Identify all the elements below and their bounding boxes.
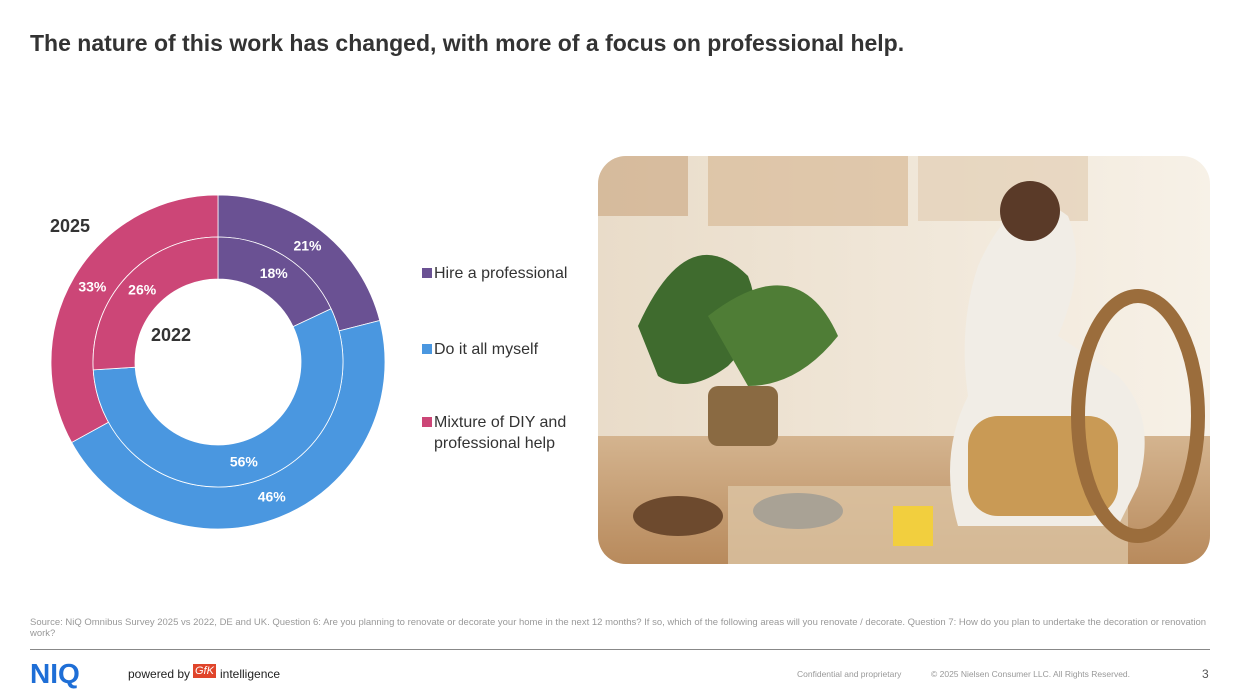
photo	[598, 156, 1210, 564]
logo: NIQ	[30, 658, 80, 689]
data-label: 33%	[78, 278, 107, 294]
legend-item: Hire a professional	[422, 263, 582, 284]
copyright: © 2025 Nielsen Consumer LLC. All Rights …	[931, 669, 1131, 679]
legend-item: Do it all myself	[422, 339, 582, 360]
legend-label: Mixture of DIY and professional help	[434, 414, 567, 452]
legend-swatch	[422, 268, 432, 278]
source-note: Source: NiQ Omnibus Survey 2025 vs 2022,…	[30, 617, 1207, 639]
data-label: 26%	[128, 282, 157, 298]
divider	[30, 649, 1210, 650]
legend-swatch	[422, 344, 432, 354]
donut-segment	[92, 308, 344, 488]
data-label: 56%	[230, 453, 259, 469]
legend-label: Hire a professional	[434, 265, 568, 282]
ring-label: 2022	[151, 325, 191, 345]
legend-swatch	[422, 417, 432, 427]
data-label: 18%	[260, 265, 289, 281]
powered-by: powered by	[128, 667, 191, 681]
donut-chart: 21% 46% 33% 18% 56% 26% 2025 2022	[50, 194, 386, 530]
slide-title: The nature of this work has changed, wit…	[30, 30, 905, 56]
data-label: 21%	[293, 237, 322, 253]
confidential: Confidential and proprietary	[797, 669, 902, 679]
partner-suffix: intelligence	[220, 667, 281, 681]
ring-label: 2025	[50, 216, 90, 236]
page-number: 3	[1202, 667, 1209, 681]
donut-segment	[92, 236, 219, 371]
partner-logo: GfK	[193, 664, 216, 678]
legend-label: Do it all myself	[434, 341, 539, 358]
legend-item: Mixture of DIY and professional help	[422, 412, 582, 454]
data-label: 46%	[258, 488, 287, 504]
